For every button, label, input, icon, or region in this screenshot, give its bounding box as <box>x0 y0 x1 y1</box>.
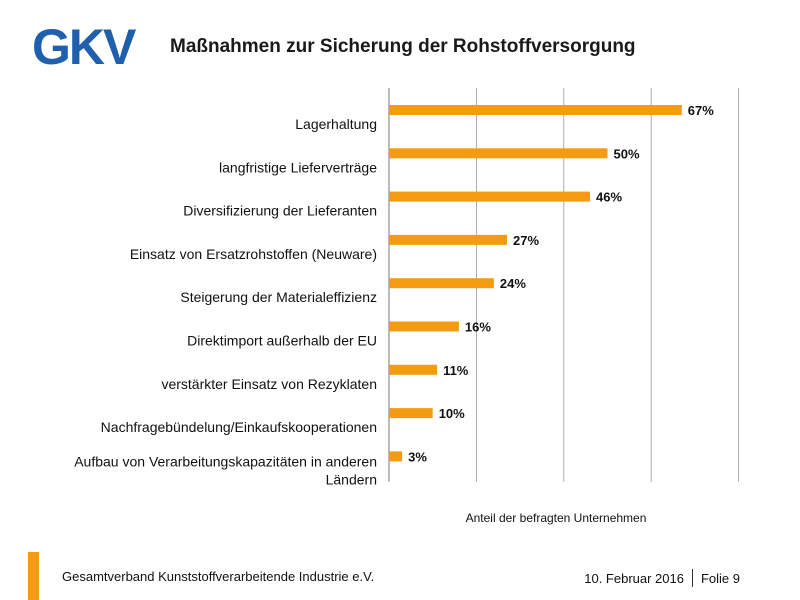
bars <box>389 105 682 462</box>
category-label-line: langfristige Lieferverträge <box>219 159 377 175</box>
value-label: 16% <box>465 320 491 335</box>
value-label: 11% <box>443 363 469 378</box>
value-label: 27% <box>513 233 539 248</box>
category-label: langfristige Lieferverträge <box>219 159 377 175</box>
bar <box>389 191 591 202</box>
value-label: 46% <box>596 190 622 205</box>
bar <box>389 234 507 245</box>
value-label: 50% <box>614 146 640 161</box>
logo-text: GKV <box>32 19 137 70</box>
footer-date: 10. Februar 2016 <box>584 570 684 586</box>
category-label: Diversifizierung der Lieferanten <box>183 203 377 219</box>
footer-organization: Gesamtverband Kunststoffverarbeitende In… <box>62 569 375 584</box>
value-label: 10% <box>439 406 465 421</box>
bar <box>389 451 403 462</box>
value-label: 3% <box>408 449 427 464</box>
category-label: Nachfragebündelung/Einkaufskooperationen <box>101 419 377 435</box>
value-labels: 67% 50% 46% 27% 24% 16% 11% 10% 3% <box>408 103 714 464</box>
category-label-line: Lagerhaltung <box>295 116 377 132</box>
gkv-logo: GKV <box>32 19 139 70</box>
category-label: Steigerung der Materialeffizienz <box>180 289 377 305</box>
x-axis-title: Anteil der befragten Unternehmen <box>466 511 647 525</box>
bar <box>389 148 608 159</box>
bar <box>389 278 494 289</box>
category-label: Direktimport außerhalb der EU <box>187 333 377 349</box>
category-label-line: Nachfragebündelung/Einkaufskooperationen <box>101 419 377 435</box>
category-label-line: verstärkter Einsatz von Rezyklaten <box>161 376 377 392</box>
category-labels: Lagerhaltung langfristige Lieferverträge D… <box>74 116 377 487</box>
bar <box>389 105 682 115</box>
category-label: verstärkter Einsatz von Rezyklaten <box>161 376 377 392</box>
value-label: 24% <box>500 276 526 291</box>
category-label-line: Direktimport außerhalb der EU <box>187 333 377 349</box>
category-label: Einsatz von Ersatzrohstoffen (Neuware) <box>130 246 377 262</box>
bar <box>389 321 459 332</box>
bar <box>389 408 433 419</box>
bar <box>389 364 438 375</box>
category-label-line: Ländern <box>326 471 377 487</box>
category-label-line: Diversifizierung der Lieferanten <box>183 203 377 219</box>
category-label: Lagerhaltung <box>295 116 377 132</box>
footer-slide-number: Folie 9 <box>700 570 740 586</box>
footer-separator <box>691 569 693 587</box>
footer-accent-bar <box>28 552 39 600</box>
category-label: Aufbau von Verarbeitungskapazitäten in a… <box>74 453 377 487</box>
footer-right: 10. Februar 2016 Folie 9 <box>584 569 740 587</box>
category-label-line: Einsatz von Ersatzrohstoffen (Neuware) <box>130 246 377 262</box>
bar-chart: Lagerhaltung langfristige Lieferverträge D… <box>74 88 739 525</box>
category-label-line: Aufbau von Verarbeitungskapazitäten in a… <box>74 453 377 469</box>
page-title: Maßnahmen zur Sicherung der Rohstoffvers… <box>170 36 636 57</box>
value-label: 67% <box>688 103 714 118</box>
category-label-line: Steigerung der Materialeffizienz <box>180 289 377 305</box>
